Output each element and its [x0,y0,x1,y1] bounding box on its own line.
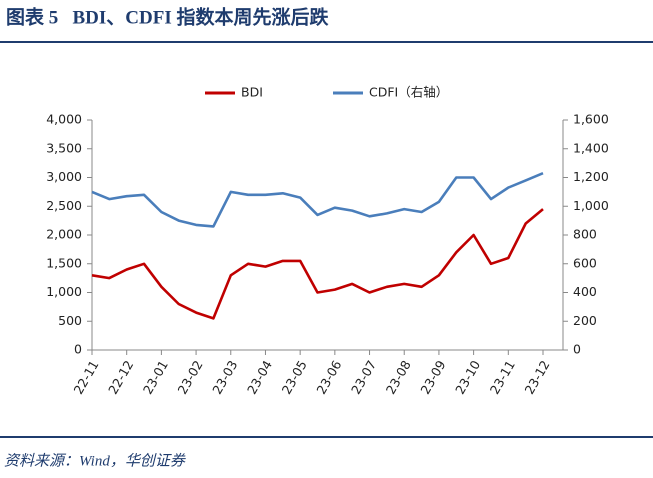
y-tick-label: 3,500 [46,140,82,155]
y-tick-label: 0 [74,342,82,357]
y2-tick-label: 1,600 [573,112,609,127]
y-tick-label: 1,500 [46,255,82,270]
y-tick-label: 1,000 [46,284,82,299]
y-tick-label: 2,500 [46,198,82,213]
x-tick-label: 23-01 [140,358,171,397]
series-line [91,208,544,320]
y2-tick-label: 200 [573,313,597,328]
y2-tick-label: 600 [573,255,597,270]
y-tick-label: 3,000 [46,169,82,184]
x-tick-label: 22-11 [70,358,101,397]
y2-tick-label: 1,400 [573,140,609,155]
y-tick-label: 4,000 [46,112,82,127]
x-tick-label: 23-11 [487,358,518,397]
y2-tick-label: 800 [573,227,597,242]
legend-label: CDFI（右轴） [369,85,448,100]
x-tick-label: 23-07 [348,358,379,397]
x-tick-label: 23-04 [244,358,275,397]
x-tick-label: 23-08 [383,358,414,397]
x-tick-label: 22-12 [105,358,136,397]
x-tick-label: 23-10 [452,358,483,397]
y2-tick-label: 1,200 [573,169,609,184]
y-tick-label: 500 [58,313,82,328]
x-tick-label: 23-09 [417,358,448,397]
legend-label: BDI [241,85,263,100]
x-tick-label: 23-06 [313,358,344,397]
x-tick-label: 23-02 [175,358,206,397]
y2-tick-label: 1,000 [573,198,609,213]
title: 图表 5 BDI、CDFI 指数本周先涨后跌 [6,5,329,28]
x-tick-label: 23-03 [209,358,240,397]
y-tick-label: 2,000 [46,227,82,242]
series-line [91,171,544,228]
x-tick-label: 23-05 [279,358,310,397]
y2-tick-label: 0 [573,342,581,357]
y2-tick-label: 400 [573,284,597,299]
x-tick-label: 23-12 [521,358,552,397]
source: 资料来源：Wind，华创证券 [4,452,186,469]
